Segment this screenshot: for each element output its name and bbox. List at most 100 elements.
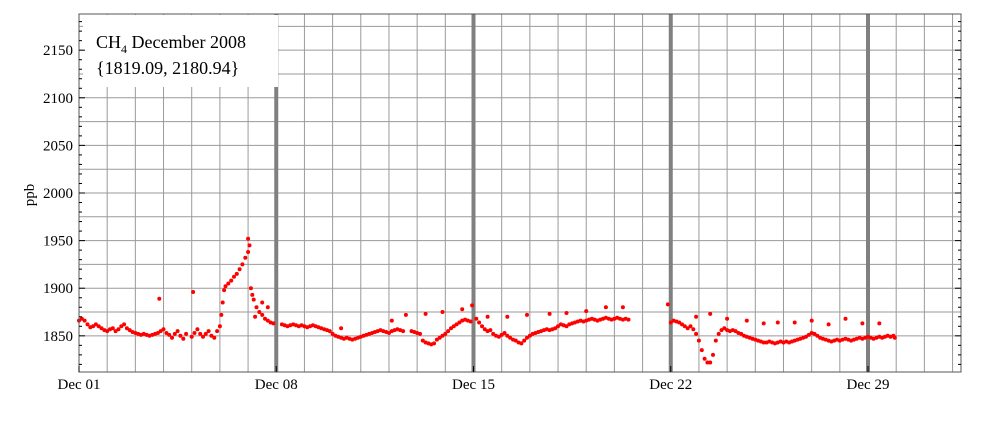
data-point	[254, 305, 259, 310]
data-point	[505, 333, 510, 338]
data-point	[203, 331, 208, 336]
tick-labels: 1850 1900 1950 2000 2050 2100 2150 Dec 01 Dec 08…	[43, 43, 889, 393]
data-point	[330, 331, 335, 336]
x-tick-label: Dec 29	[847, 377, 890, 393]
y-tick-label: 2150	[43, 43, 73, 59]
x-tick-label: Dec 01	[58, 377, 101, 393]
data-point	[110, 326, 115, 331]
data-point	[250, 292, 255, 297]
data-point	[716, 331, 721, 336]
data-point	[665, 302, 670, 307]
data-point	[119, 324, 124, 329]
data-point	[105, 329, 110, 334]
data-point	[260, 300, 265, 305]
data-point	[525, 335, 529, 340]
data-point	[446, 329, 451, 334]
data-point	[892, 335, 897, 340]
axis-ticks	[78, 21, 961, 372]
data-point	[877, 321, 882, 326]
data-point	[82, 318, 87, 323]
data-point	[733, 329, 738, 334]
data-point	[474, 316, 479, 321]
data-point	[219, 312, 224, 317]
data-point	[499, 332, 504, 337]
data-point	[434, 337, 439, 342]
data-point	[432, 341, 437, 346]
data-point	[99, 326, 104, 331]
data-point	[217, 324, 222, 329]
data-point	[220, 300, 225, 305]
title-subscript: 4	[121, 42, 127, 56]
data-point	[167, 332, 172, 337]
data-point	[96, 324, 101, 329]
data-point	[668, 320, 673, 325]
data-point	[739, 331, 744, 336]
data-point	[527, 333, 532, 338]
data-point	[553, 326, 558, 331]
data-point	[480, 324, 484, 329]
data-point	[191, 290, 196, 294]
data-point	[437, 335, 442, 340]
data-point	[505, 314, 510, 319]
data-point	[201, 334, 205, 339]
data-point	[722, 326, 727, 331]
data-point	[454, 322, 459, 327]
data-points	[77, 236, 897, 365]
data-point	[584, 309, 589, 314]
y-axis-label: ppb	[22, 184, 38, 207]
data-point	[212, 335, 217, 340]
data-point	[708, 311, 713, 316]
data-point	[691, 327, 696, 332]
data-point	[457, 320, 462, 325]
data-point	[240, 262, 245, 267]
data-point	[327, 329, 332, 334]
data-point	[806, 332, 811, 337]
data-point	[243, 255, 248, 260]
data-point	[508, 335, 513, 340]
data-point	[685, 326, 690, 331]
data-point	[761, 340, 766, 345]
data-point	[513, 338, 518, 343]
data-point	[694, 331, 699, 336]
data-point	[234, 271, 239, 276]
data-point	[253, 314, 258, 319]
data-point	[170, 335, 174, 340]
data-point	[206, 329, 211, 334]
data-point	[124, 326, 129, 331]
data-point	[792, 320, 797, 325]
data-point	[843, 316, 848, 321]
data-point	[491, 331, 496, 336]
y-tick-label: 1850	[43, 329, 73, 345]
data-point	[815, 333, 820, 338]
y-tick-label: 1950	[43, 234, 73, 250]
data-point	[389, 318, 394, 323]
data-point	[215, 329, 220, 334]
data-point	[556, 324, 560, 329]
data-point	[688, 324, 693, 329]
data-point	[246, 236, 251, 241]
data-point	[525, 312, 529, 317]
chart-title: CH4 December 2008	[96, 32, 246, 56]
data-point	[172, 331, 177, 336]
data-point	[443, 331, 448, 336]
data-point	[423, 311, 428, 316]
data-point	[113, 329, 118, 334]
data-point	[116, 327, 121, 332]
data-point	[812, 331, 817, 336]
data-point	[184, 331, 189, 336]
data-point	[403, 312, 408, 317]
y-tick-label: 2000	[43, 186, 73, 202]
data-point	[860, 321, 865, 326]
data-point	[164, 331, 169, 335]
data-point	[705, 360, 710, 365]
data-point	[223, 284, 228, 289]
data-point	[468, 319, 473, 324]
data-point	[680, 322, 684, 327]
data-point	[677, 320, 682, 325]
data-point	[91, 324, 96, 329]
x-tick-label: Dec 08	[255, 377, 298, 393]
data-point	[696, 338, 701, 343]
data-point	[449, 326, 453, 331]
data-point	[418, 331, 422, 336]
data-point	[564, 324, 569, 329]
